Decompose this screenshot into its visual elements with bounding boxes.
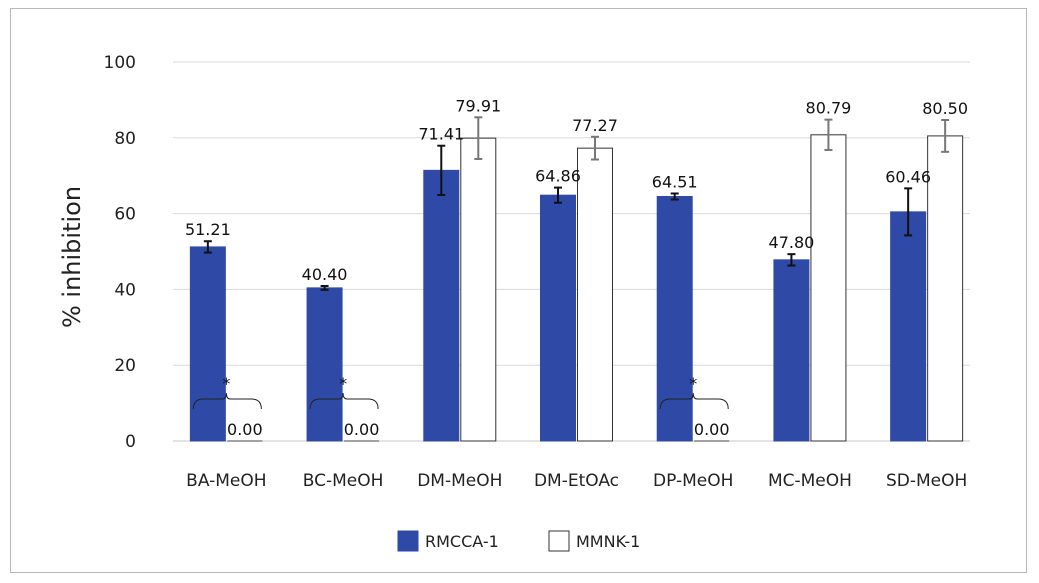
significance-star: * [222,374,230,393]
data-label: 40.40 [302,265,348,284]
data-label: 0.00 [694,420,730,439]
legend-swatch-rmcca-1 [397,530,419,552]
x-category-label: DM-EtOAc [534,471,619,491]
y-tick-label: 100 [104,53,136,73]
y-tick-label: 40 [114,280,136,300]
bar-mmnk-1 [577,147,613,442]
x-category-label: DM-MeOH [417,471,502,491]
data-label: 51.21 [185,220,231,239]
significance-markers: * * * [192,374,729,410]
error-bars [203,116,950,291]
legend-swatch-mmnk-1 [548,530,570,552]
y-tick-label: 60 [114,205,136,225]
data-labels: 51.21 0.00 40.40 0.00 71.41 79.91 64.86 77.27 64… [185,96,968,439]
significance-star: * [339,374,347,393]
bar-rmcca-1 [773,259,810,442]
data-label: 64.51 [652,172,698,191]
x-category-label: BC-MeOH [303,471,384,491]
y-axis-label: % inhibition [58,186,86,328]
significance-bracket [192,392,262,410]
x-category-label: MC-MeOH [768,471,852,491]
legend: RMCCA-1 MMNK-1 [397,530,640,552]
x-category-label: DP-MeOH [653,471,733,491]
bars [189,134,964,442]
bar-rmcca-1 [306,287,343,442]
x-axis-categories: BA-MeOH BC-MeOH DM-MeOH DM-EtOAc DP-MeOH MC-M… [186,471,967,491]
bar-mmnk-1 [810,134,847,442]
bar-rmcca-1 [890,211,927,442]
bar-mmnk-1 [927,135,964,442]
x-category-label: BA-MeOH [186,471,266,491]
y-tick-label: 20 [114,356,136,376]
legend-label-rmcca-1: RMCCA-1 [425,532,499,551]
significance-bracket [309,392,379,410]
y-tick-label: 0 [125,432,136,452]
legend-label-mmnk-1: MMNK-1 [576,532,640,551]
data-label: 0.00 [344,420,380,439]
significance-bracket [659,392,729,410]
y-axis-ticks: 0 20 40 60 80 100 [104,53,136,452]
significance-star: * [689,374,697,393]
data-label: 64.86 [535,167,581,186]
x-category-label: SD-MeOH [886,471,967,491]
bar-rmcca-1 [189,246,226,442]
y-tick-label: 80 [114,129,136,149]
bar-rmcca-1 [540,194,576,442]
data-label: 77.27 [572,116,618,135]
data-label: 71.41 [418,125,464,144]
data-label: 0.00 [227,420,263,439]
bar-mmnk-1 [460,137,497,442]
chart-frame [10,8,1027,573]
data-label: 60.46 [885,167,931,186]
data-label: 47.80 [769,233,815,252]
data-label: 80.50 [922,99,968,118]
data-label: 80.79 [806,99,852,118]
bar-rmcca-1 [423,169,460,442]
data-label: 79.91 [455,96,501,115]
bar-rmcca-1 [656,196,693,442]
